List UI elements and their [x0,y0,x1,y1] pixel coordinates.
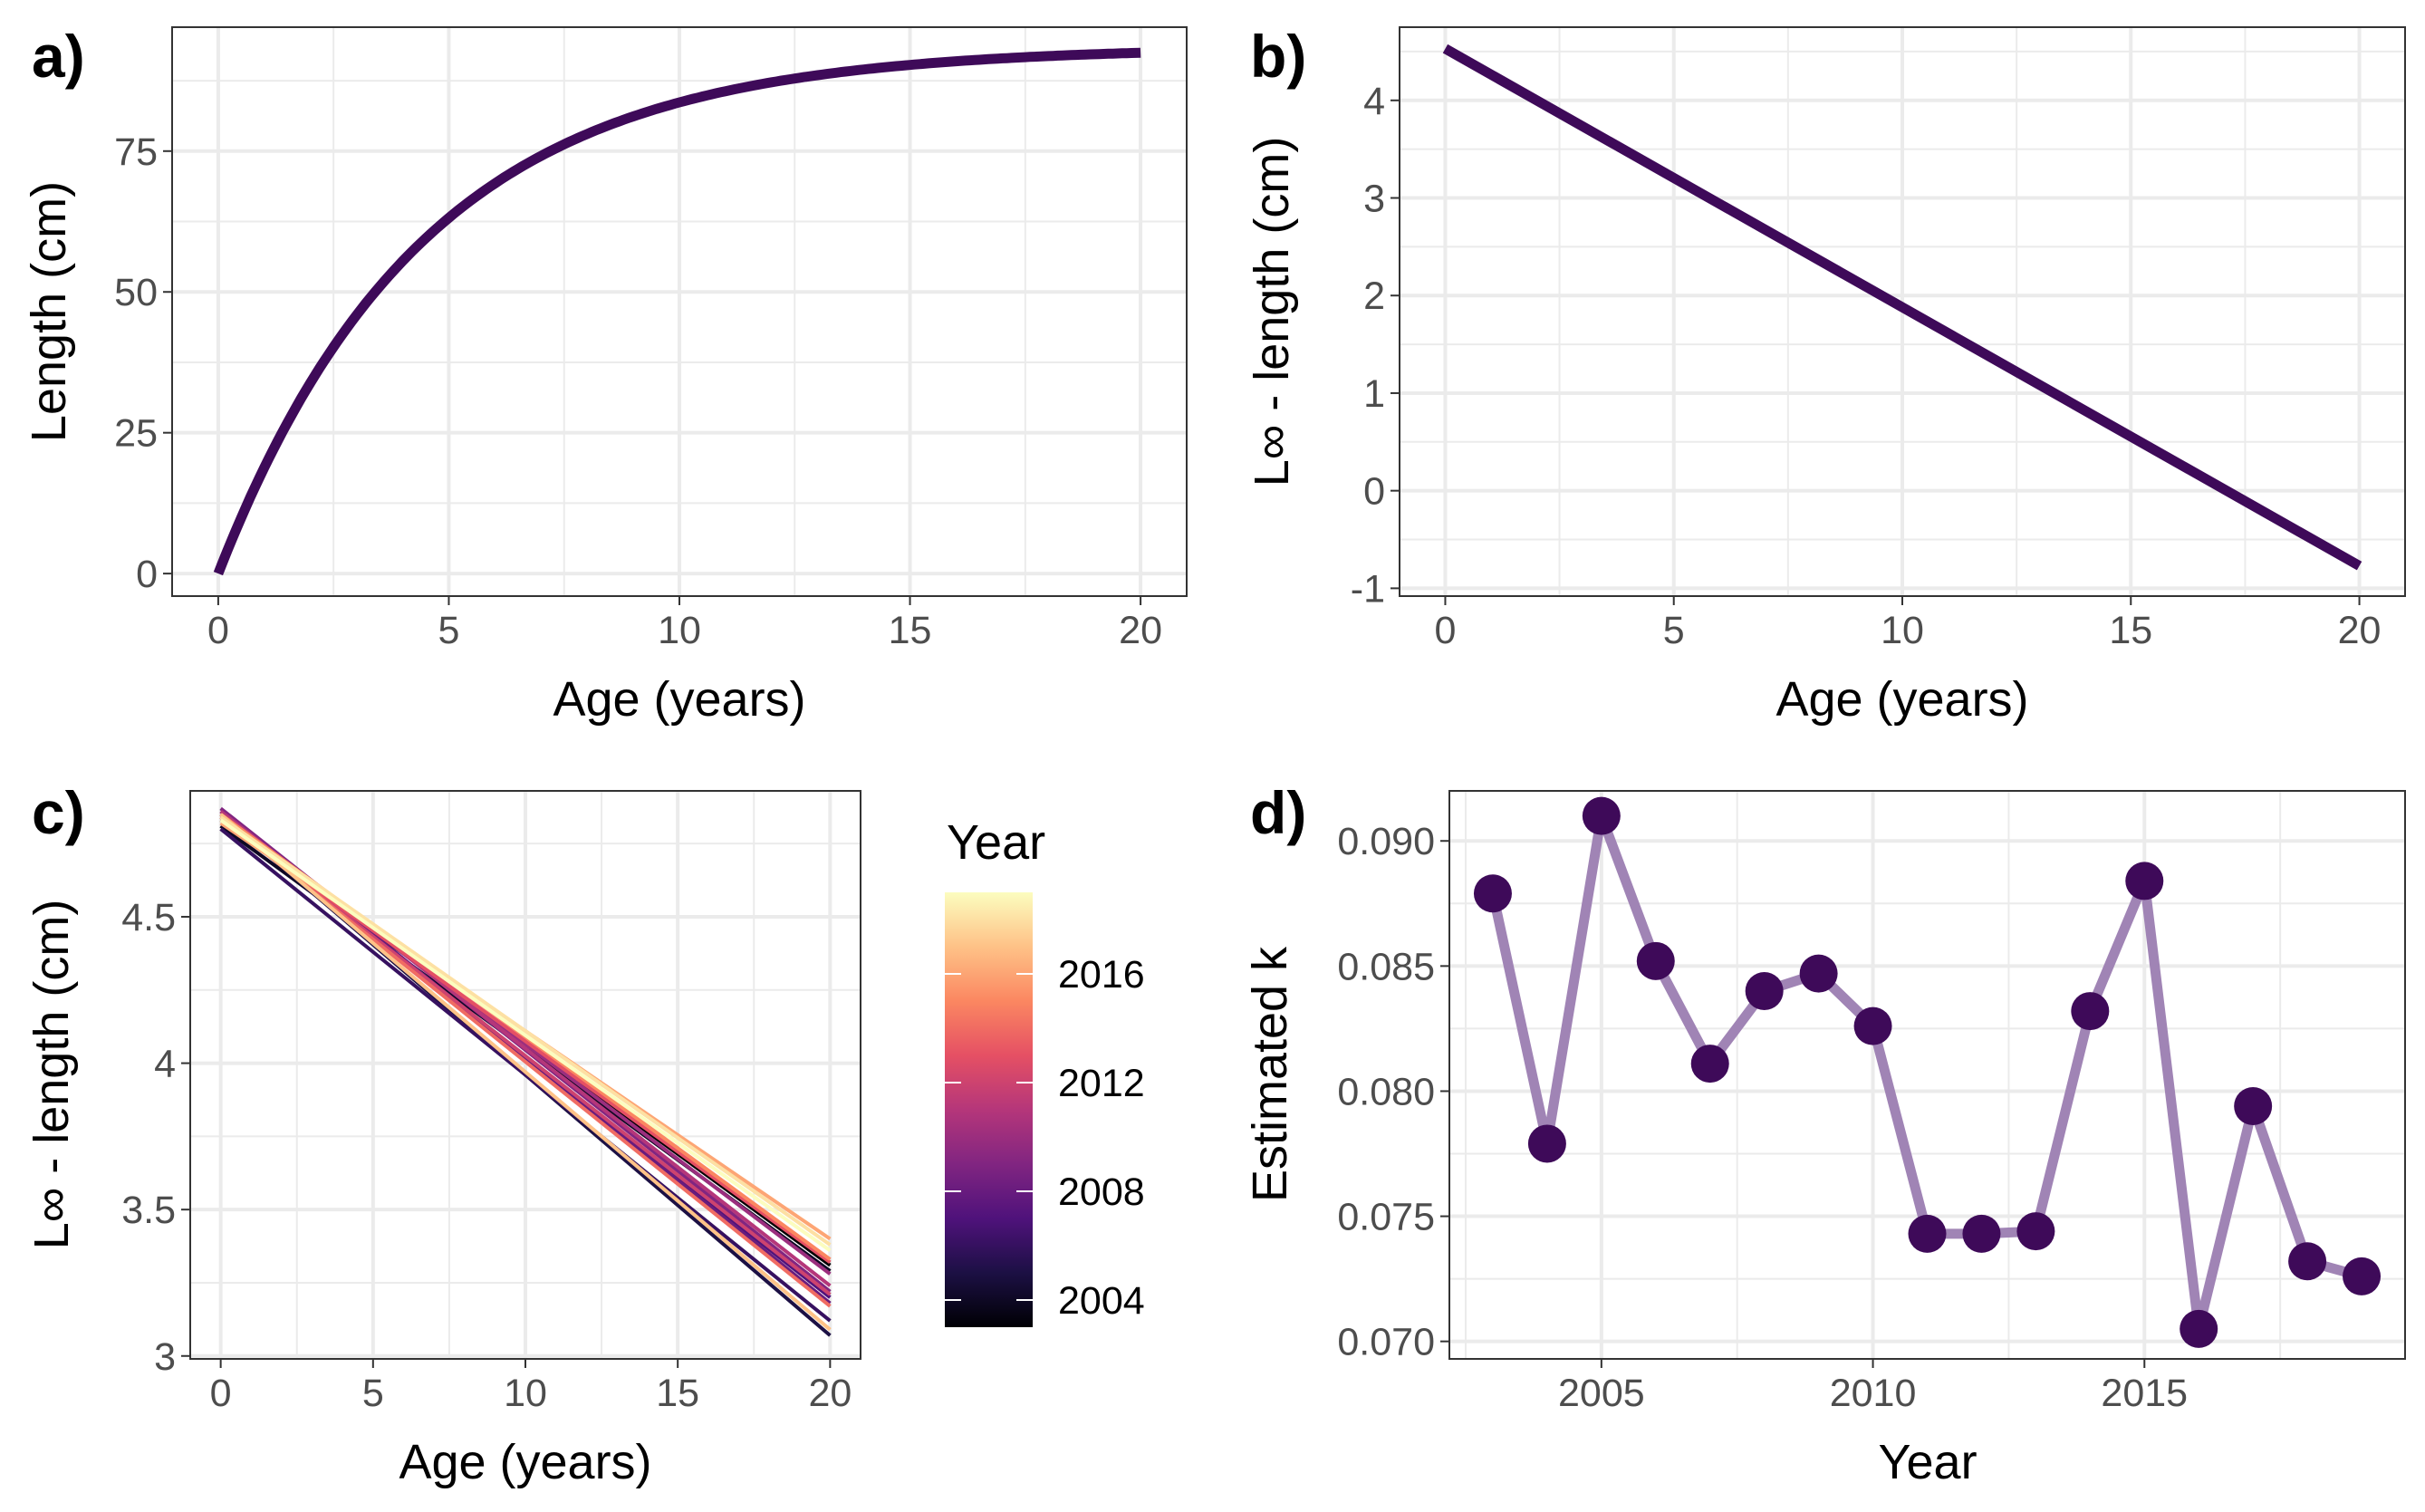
colorbar-tick-label: 2016 [1058,953,1145,997]
panel-d-frame [1448,790,2406,1360]
estimated-k-point-2014 [2071,992,2110,1031]
panel-a-xlabel: Age (years) [553,672,805,727]
y-tick-label: 2 [1363,274,1385,318]
y-tick-label: 4 [1363,80,1385,123]
panel-b-xlabel: Age (years) [1775,672,2028,727]
x-tick-label: 5 [438,609,459,652]
panel-b-marks [1442,43,2362,571]
x-tick-label: 20 [2338,609,2382,652]
residual-length-line [1442,43,2362,571]
x-tick-label: 15 [2109,609,2152,652]
estimated-k-point-2016 [2180,1309,2218,1348]
x-tick-label: 20 [808,1372,852,1415]
y-tick-label: -1 [1351,567,1385,611]
estimated-k-point-2019 [2343,1257,2382,1295]
panel-a-ticks: 0 5 10 15 20 0 25 50 75 [114,130,1162,652]
panel-d-marks [1473,796,2382,1348]
y-tick-label: 4.5 [121,896,176,939]
estimated-k-point-2006 [1636,941,1675,980]
estimated-k-point-2018 [2288,1242,2327,1281]
panel-b-tag: b) [1250,23,1306,90]
colorbar-tick-label: 2008 [1058,1170,1145,1214]
year-line-2019 [219,818,832,1253]
y-tick-label: 3.5 [121,1189,176,1232]
y-tick-label: 0.090 [1337,820,1435,863]
panel-d-grid [1449,791,2405,1359]
estimated-k-point-2015 [2125,862,2164,900]
colorbar [945,892,1033,1327]
estimated-k-point-2005 [1582,796,1621,835]
panel-d-xlabel: Year [1878,1435,1977,1489]
y-tick-label: 3 [154,1335,176,1379]
estimated-k-point-2009 [1799,954,1838,993]
y-tick-label: 0.075 [1337,1196,1435,1239]
panel-b-ticks: 0 5 10 15 20 -1 0 1 2 3 4 [1351,80,2382,652]
y-tick-label: 1 [1363,372,1385,416]
legend-title: Year [947,815,1045,870]
panel-d-ylabel: Estimated k [1243,946,1297,1202]
panel-b-ylabel: L∞ - length (cm) [1245,137,1299,487]
year-line-2018 [219,815,832,1247]
x-tick-label: 5 [1663,609,1685,652]
y-tick-label: 3 [1363,178,1385,221]
estimated-k-point-2013 [2016,1212,2055,1251]
panel-d-background [1449,791,2405,1359]
estimated-k-point-2010 [1853,1006,1892,1045]
estimated-k-point-2008 [1745,971,1784,1010]
x-tick-label: 10 [504,1372,547,1415]
panel-d-ticks: 2005 2010 2015 0.070 0.075 0.080 0.085 0.090 [1337,820,2188,1415]
x-tick-label: 0 [210,1372,232,1415]
x-tick-label: 15 [656,1372,699,1415]
estimated-k-point-2011 [1908,1214,1947,1253]
panel-a-ylabel: Length (cm) [22,181,76,442]
y-tick-label: 0.070 [1337,1321,1435,1364]
year-line-2017 [219,813,832,1332]
y-tick-label: 0 [1363,470,1385,514]
x-tick-label: 10 [1881,609,1924,652]
y-tick-label: 50 [114,271,158,314]
panel-b: b) 0 5 10 15 20 -1 0 1 2 3 4 Age (years) L∞ - leng… [1245,23,2406,727]
y-tick-label: 0 [136,553,158,596]
x-tick-label: 20 [1119,609,1162,652]
panel-c-marks [219,806,832,1337]
estimated-k-point-2012 [1962,1214,2001,1253]
y-tick-label: 0.080 [1337,1070,1435,1113]
x-tick-label: 2015 [2101,1372,2188,1415]
growth-curve-line [213,47,1141,576]
y-tick-label: 25 [114,412,158,456]
colorbar-ticks: 2004 2008 2012 2016 [945,953,1145,1323]
estimated-k-point-2004 [1527,1124,1566,1163]
x-tick-label: 5 [362,1372,384,1415]
y-tick-label: 75 [114,130,158,174]
x-tick-label: 10 [658,609,701,652]
panel-c-ylabel: L∞ - length (cm) [24,900,79,1250]
year-legend: Year 2004 2008 2012 2016 [945,815,1145,1327]
estimated-k-point-2007 [1690,1045,1729,1083]
panel-c-xlabel: Age (years) [399,1435,651,1489]
panel-a-grid [172,27,1187,596]
x-tick-label: 2010 [1830,1372,1917,1415]
panel-a-tag: a) [32,23,85,90]
estimated-k-point-2017 [2234,1087,2273,1126]
y-tick-label: 0.085 [1337,945,1435,988]
x-tick-label: 15 [889,609,932,652]
x-tick-label: 0 [207,609,229,652]
panel-c: c) 0 5 10 15 20 3 3.5 4 4.5 Age (years) L∞ - len… [24,779,1145,1489]
y-tick-label: 4 [154,1043,176,1086]
panel-a: a) 0 5 10 15 20 0 25 50 75 Age (years) Length (c… [22,23,1188,727]
colorbar-tick-label: 2004 [1058,1279,1145,1323]
panel-a-marks [213,47,1141,576]
estimated-k-point-2003 [1473,874,1512,913]
panel-c-ticks: 0 5 10 15 20 3 3.5 4 4.5 [121,896,852,1415]
panel-d-tag: d) [1250,779,1306,846]
year-line-2006 [219,827,832,1323]
x-tick-label: 0 [1434,609,1456,652]
colorbar-tick-label: 2012 [1058,1062,1145,1105]
panel-c-tag: c) [32,779,85,846]
x-tick-label: 2005 [1558,1372,1645,1415]
panel-d: d) 2005 2010 2015 0.070 0.075 0.080 0.085 0.090… [1243,779,2406,1489]
